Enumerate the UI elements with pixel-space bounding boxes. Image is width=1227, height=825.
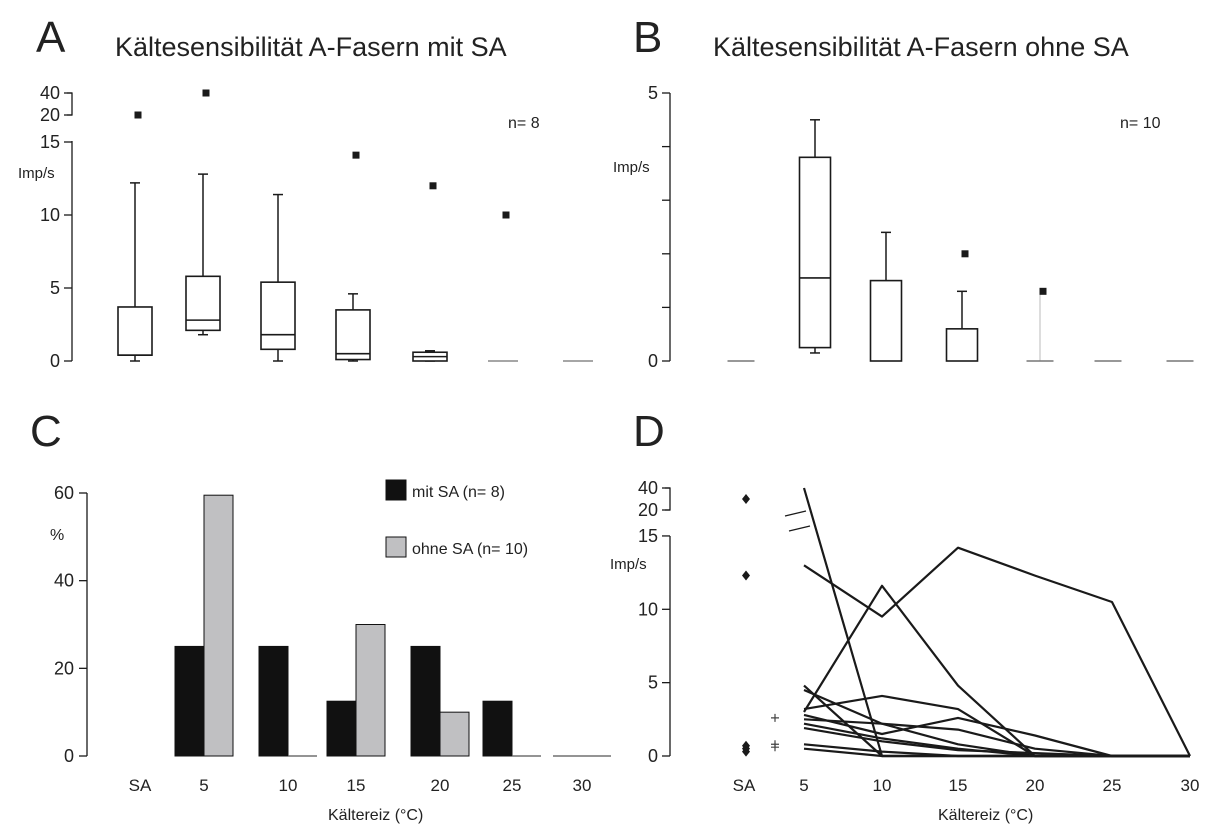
panel-d-sa-diamond-0 xyxy=(742,494,750,504)
panel-a-ytick-label-5: 5 xyxy=(50,278,60,298)
panel-d-line-break-mark-1 xyxy=(784,510,807,517)
panel-d-fiber-line-2 xyxy=(803,546,1191,757)
panel-d-sa-diamond-1 xyxy=(742,570,750,581)
panel-c-ytick-label-20: 20 xyxy=(54,658,74,678)
panel-a-outlier-5 xyxy=(202,89,210,97)
panel-a-title: Kältesensibilität A-Fasern mit SA xyxy=(115,32,507,62)
panel-c-ytick-label-60: 60 xyxy=(54,483,74,503)
panel-a-outlier-25 xyxy=(502,211,510,219)
legend-label-ohne-sa: ohne SA (n= 10) xyxy=(412,541,528,558)
panel-a-box-5 xyxy=(185,275,221,332)
panel-letter-b: B xyxy=(633,13,662,62)
panel-b-title: Kältesensibilität A-Fasern ohne SA xyxy=(713,32,1129,62)
panel-c-bar-mit-sa-10 xyxy=(258,645,289,757)
panel-b-box-15 xyxy=(945,328,979,362)
panel-c-bar-mit-sa-25 xyxy=(482,700,513,757)
panel-c-xtick-label-5: 5 xyxy=(199,776,208,795)
panel-a-box-10 xyxy=(260,281,296,351)
panel-d-ytick-label-0: 0 xyxy=(648,746,658,766)
panel-c-bar-ohne-sa-15 xyxy=(355,624,386,757)
panel-d-xtick-label-25: 25 xyxy=(1103,776,1122,795)
panel-d-xtick-label-10: 10 xyxy=(873,776,892,795)
legend-label-mit-sa: mit SA (n= 8) xyxy=(412,484,505,501)
panel-d-ytick-label-10: 10 xyxy=(638,599,658,619)
panel-c-xtick-label-SA: SA xyxy=(129,776,152,795)
panel-a-outlier-20 xyxy=(429,182,437,190)
panel-d-sa-star-7 xyxy=(771,743,779,752)
panel-b-ytick-label-0: 0 xyxy=(648,351,658,371)
panel-c-bar-ohne-sa-20 xyxy=(439,711,470,757)
panel-a-ylabel: Imp/s xyxy=(18,165,55,182)
panel-c-xtick-label-10: 10 xyxy=(279,776,298,795)
legend-swatch-ohne-sa xyxy=(385,536,407,558)
panel-d-fiber-line-3 xyxy=(803,584,1190,758)
panel-c-xlabel: Kältereiz (°C) xyxy=(328,807,423,824)
panel-b-n-label: n= 10 xyxy=(1120,115,1161,132)
panel-a-axis-break-bracket xyxy=(67,92,73,116)
panel-letter-d: D xyxy=(633,407,665,456)
panel-c-xtick-label-20: 20 xyxy=(431,776,450,795)
panel-d-xtick-label-5: 5 xyxy=(799,776,808,795)
panel-c-bar-mit-sa-20 xyxy=(410,645,441,757)
panel-b-outlier-15 xyxy=(961,250,969,258)
panel-d-xtick-label-15: 15 xyxy=(949,776,968,795)
panel-b-outlier-20 xyxy=(1039,287,1047,295)
panel-c-bar-mit-sa-15 xyxy=(326,700,357,757)
panel-c-plot: 0 20 40 60 SA 5 10 15 20 25 30 xyxy=(54,483,611,795)
panel-letter-c: C xyxy=(30,407,62,456)
legend-swatch-mit-sa xyxy=(385,479,407,501)
panel-a-box-SA xyxy=(117,306,153,356)
panel-c-ytick-label-0: 0 xyxy=(64,746,74,766)
panel-c-xtick-label-30: 30 xyxy=(573,776,592,795)
panel-d-line-break-mark-2 xyxy=(788,525,811,532)
panel-d-ytick-label-15: 15 xyxy=(638,526,658,546)
panel-d-sa-diamond-4 xyxy=(742,746,750,757)
panel-d-ytick-label-40: 40 xyxy=(638,478,658,498)
panel-a-ytick-label-10: 10 xyxy=(40,205,60,225)
panel-b-box-5 xyxy=(798,156,832,349)
panel-d-ytick-label-5: 5 xyxy=(648,673,658,693)
panel-a-ytick-label-15: 15 xyxy=(40,132,60,152)
panel-d-sa-star-5 xyxy=(771,713,779,722)
panel-c-ylabel: % xyxy=(50,527,64,544)
panel-d-fiber-line-12 xyxy=(803,747,1190,758)
panel-a-outlier-15 xyxy=(352,151,360,159)
panel-d-ylabel: Imp/s xyxy=(610,556,647,573)
panel-b-box-10 xyxy=(869,279,903,362)
panel-a-ytick-label-40: 40 xyxy=(40,83,60,103)
panel-c-xtick-label-25: 25 xyxy=(503,776,522,795)
panel-d-xtick-label-30: 30 xyxy=(1181,776,1200,795)
panel-a-ytick-label-20: 20 xyxy=(40,105,60,125)
panel-b-ylabel: Imp/s xyxy=(613,159,650,176)
panel-b-ytick-label-5: 5 xyxy=(648,83,658,103)
panel-a-ytick-label-0: 0 xyxy=(50,351,60,371)
panel-a-outlier-SA xyxy=(134,111,142,119)
panel-letter-a: A xyxy=(36,13,66,62)
panel-c-xtick-label-15: 15 xyxy=(347,776,366,795)
panel-a-n-label: n= 8 xyxy=(508,115,540,132)
panel-d-axis-break-bracket xyxy=(665,487,671,511)
panel-d-xtick-label-20: 20 xyxy=(1026,776,1045,795)
panel-d-xtick-label-SA: SA xyxy=(733,776,756,795)
panel-d-xlabel: Kältereiz (°C) xyxy=(938,807,1033,824)
panel-c-ytick-label-40: 40 xyxy=(54,571,74,591)
panel-c-bar-ohne-sa-5 xyxy=(203,494,234,757)
panel-d-ytick-label-20: 20 xyxy=(638,500,658,520)
panel-b-plot: 05 xyxy=(648,83,1194,371)
panel-c-bar-mit-sa-5 xyxy=(174,645,205,757)
panel-a-box-15 xyxy=(335,309,371,361)
